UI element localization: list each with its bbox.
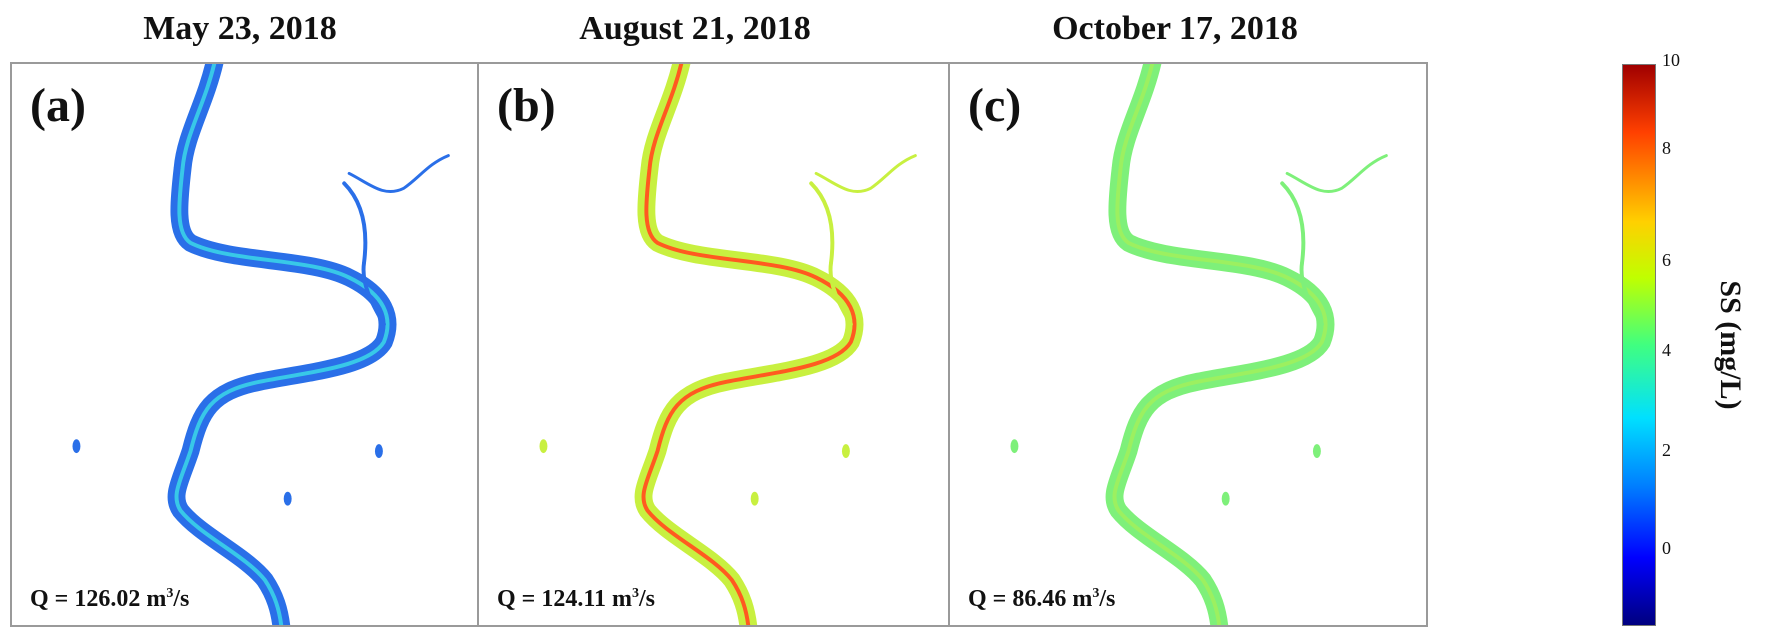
north-tributary-channel <box>347 154 450 194</box>
water-patch <box>1312 444 1321 459</box>
colorbar-tick-10: 10 <box>1662 50 1680 70</box>
water-patch <box>841 444 850 459</box>
tributary-channel <box>342 181 386 327</box>
panel-c-discharge: Q = 86.46 m3/s <box>968 586 1116 612</box>
water-patch <box>374 444 383 459</box>
colorbar-tick-6: 6 <box>1662 250 1671 270</box>
panel-b-label: (b) <box>497 79 556 132</box>
river-map-c <box>1010 64 1388 625</box>
river-map-b <box>539 64 917 625</box>
panel-c-title: October 17, 2018 <box>1052 10 1298 47</box>
north-tributary-channel <box>1285 154 1388 194</box>
water-patch <box>750 491 759 506</box>
main-river-channel <box>634 64 864 625</box>
panel-a-discharge: Q = 126.02 m3/s <box>30 586 190 612</box>
main-river-channel <box>167 64 397 625</box>
panel-a-title: May 23, 2018 <box>143 10 337 47</box>
colorbar-tick-8: 8 <box>1662 138 1671 158</box>
river-map-a <box>72 64 450 625</box>
water-patch <box>1221 491 1230 506</box>
north-tributary-channel <box>814 154 917 194</box>
panel-b-title: August 21, 2018 <box>579 10 811 47</box>
river-centerline-highlight <box>1112 64 1328 625</box>
water-patch <box>283 491 292 506</box>
water-patch <box>1010 439 1019 454</box>
colorbar-tick-2: 2 <box>1662 440 1671 460</box>
tributary-channel <box>809 181 853 327</box>
water-patch <box>539 439 548 454</box>
map-panel-c: (c) Q = 86.46 m3/s <box>948 62 1428 627</box>
colorbar-tick-4: 4 <box>1662 340 1671 360</box>
map-panel-b: (b) Q = 124.11 m3/s <box>477 62 957 627</box>
panel-b-discharge: Q = 124.11 m3/s <box>497 586 656 612</box>
river-centerline-highlight <box>641 64 857 625</box>
tributary-channel <box>1280 181 1324 327</box>
water-patch <box>72 439 81 454</box>
river-centerline-highlight <box>174 64 390 625</box>
panel-a-label: (a) <box>30 79 86 132</box>
map-panel-a: (a) Q = 126.02 m3/s <box>10 62 490 627</box>
main-river-channel <box>1105 64 1335 625</box>
colorbar <box>1622 64 1656 626</box>
colorbar-label: SS (mg/L) <box>1714 280 1747 410</box>
panel-c-label: (c) <box>968 79 1022 132</box>
colorbar-tick-0: 0 <box>1662 538 1671 558</box>
